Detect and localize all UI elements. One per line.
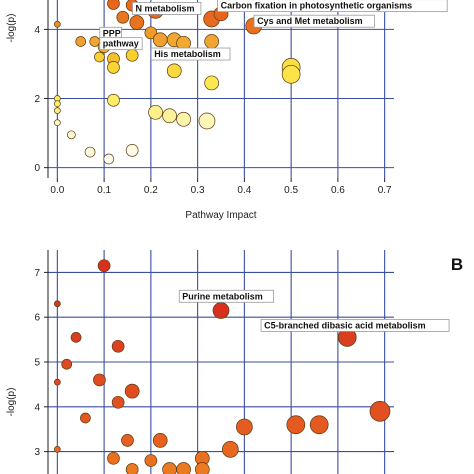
- data-point: [176, 111, 191, 127]
- data-point: [309, 415, 329, 435]
- data-point: [54, 100, 61, 108]
- data-point: [286, 415, 306, 435]
- x-tick-label: 0.1: [97, 185, 111, 196]
- data-point: [204, 75, 219, 91]
- y-tick-label: 4: [34, 25, 40, 36]
- data-point: [107, 451, 120, 465]
- data-point: [80, 412, 91, 424]
- data-point: [54, 119, 61, 127]
- annotation-label: Carbon fixation in photosynthetic organi…: [221, 1, 413, 11]
- data-point: [152, 433, 168, 448]
- y-tick-label: 7: [34, 268, 40, 279]
- x-tick-label: 0.4: [237, 185, 251, 196]
- x-axis-title: Pathway Impact: [185, 210, 256, 221]
- data-point: [176, 462, 191, 474]
- chart-panel-1: 0 2 4 0.0 0.1 0.2 0.3 0.4 0.5 0.6 0.7 Pathway Impac…: [6, 0, 448, 221]
- x-tick-label: 0.7: [378, 185, 392, 196]
- annotation-box: [217, 0, 448, 13]
- x-tick-label: 0.0: [50, 185, 64, 196]
- data-point: [116, 10, 130, 24]
- x-tick-label: 0.2: [144, 185, 158, 196]
- data-point: [124, 383, 140, 399]
- data-point: [111, 395, 125, 409]
- annotation-label: N metabolism: [136, 3, 195, 13]
- y-tick-label: 3: [34, 447, 40, 458]
- data-point: [54, 20, 61, 28]
- data-point: [125, 143, 139, 157]
- x-tick-label: 0.5: [284, 185, 298, 196]
- panel-label: B: [451, 255, 463, 274]
- data-point: [54, 107, 61, 114]
- y-axis-title: -log(p): [6, 388, 17, 417]
- data-point: [54, 446, 61, 453]
- data-point: [369, 400, 391, 422]
- data-point: [54, 300, 61, 308]
- data-point: [236, 418, 253, 436]
- data-point: [54, 378, 61, 386]
- data-point: [144, 26, 158, 40]
- y-tick-label: 5: [34, 358, 40, 369]
- annotation-label: pathway: [103, 39, 139, 49]
- data-point: [97, 259, 111, 273]
- data-point: [281, 64, 301, 84]
- data-point: [129, 15, 145, 30]
- annotation-label: C5-branched dibasic acid metabolism: [264, 320, 426, 330]
- data-point: [107, 61, 120, 74]
- x-tick-label: 0.3: [191, 185, 205, 196]
- y-tick-label: 4: [34, 402, 40, 413]
- data-point: [94, 51, 105, 63]
- data-point: [204, 34, 219, 49]
- data-point: [75, 36, 87, 47]
- data-point: [61, 358, 73, 370]
- annotation-label: Cys and Met metabolism: [257, 16, 363, 26]
- data-point: [162, 462, 177, 474]
- data-point: [107, 93, 120, 107]
- y-tick-label: 2: [34, 94, 40, 105]
- data-point: [93, 373, 106, 387]
- data-point: [162, 108, 177, 124]
- annotation-box: [260, 318, 450, 332]
- x-tick-label: 0.6: [331, 185, 345, 196]
- data-point: [198, 112, 216, 130]
- annotation-label: His metabolism: [154, 49, 221, 59]
- annotation-box: [150, 47, 231, 61]
- data-point: [144, 454, 158, 467]
- data-point: [121, 434, 134, 447]
- data-point: [111, 339, 125, 353]
- y-axis-title: -log(p): [6, 14, 17, 43]
- data-point: [125, 463, 139, 474]
- data-point: [70, 332, 82, 343]
- annotation-box: [99, 37, 143, 51]
- data-point: [125, 48, 139, 62]
- data-point: [67, 130, 76, 140]
- annotation-box: [132, 2, 202, 15]
- data-point: [194, 462, 210, 474]
- data-point: [212, 302, 230, 319]
- y-tick-label: 6: [34, 313, 40, 324]
- annotation-box: [178, 289, 275, 303]
- data-point: [107, 0, 120, 10]
- data-point: [166, 63, 182, 79]
- data-point: [152, 32, 168, 48]
- annotation-label: Purine metabolism: [182, 291, 263, 301]
- data-point: [148, 104, 163, 120]
- y-tick-label: 0: [34, 163, 40, 174]
- data-point: [84, 146, 96, 158]
- data-point: [222, 441, 239, 458]
- annotation-label: PPP: [103, 28, 121, 38]
- annotation-box: [253, 14, 375, 28]
- data-point: [103, 153, 115, 165]
- chart-panel-2: 3 4 5 6 7 -log(p) B Purine metabolism C5-branche…: [6, 250, 463, 474]
